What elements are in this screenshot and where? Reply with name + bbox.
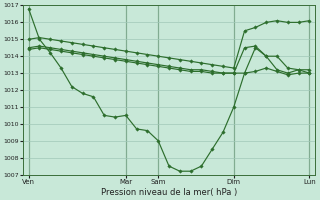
X-axis label: Pression niveau de la mer( hPa ): Pression niveau de la mer( hPa ) [101,188,237,197]
